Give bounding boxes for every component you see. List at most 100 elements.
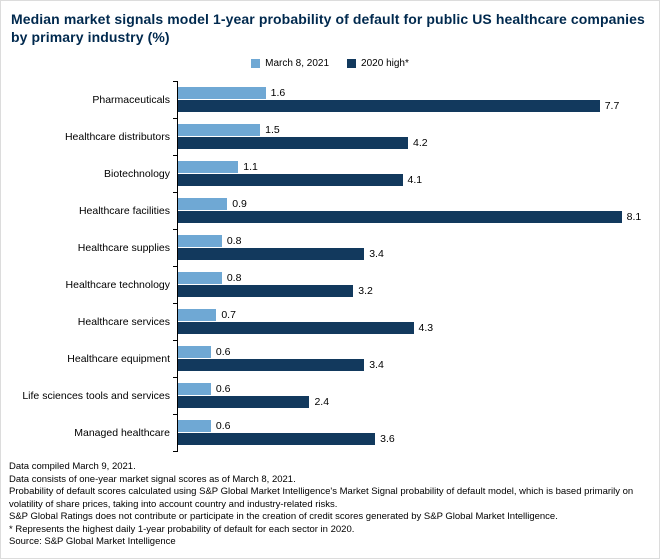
bar-row: Healthcare facilities 0.9 8.1 bbox=[7, 192, 649, 230]
bar-march-2021 bbox=[178, 197, 228, 210]
bar-chart: Pharmaceuticals 1.6 7.7 Healthcare distribu… bbox=[1, 81, 659, 452]
bar-row: Managed healthcare 0.6 3.6 bbox=[7, 414, 649, 452]
bar-line: 8.1 bbox=[178, 210, 649, 223]
bar-march-2021 bbox=[178, 234, 222, 247]
value-label: 4.2 bbox=[413, 136, 428, 149]
value-label: 0.6 bbox=[215, 345, 231, 358]
bar-line: 0.9 bbox=[178, 197, 649, 210]
category-label: Healthcare facilities bbox=[78, 204, 170, 217]
value-label: 8.1 bbox=[626, 210, 642, 223]
bar-line: 0.8 bbox=[178, 234, 649, 247]
category-label: Healthcare distributors bbox=[64, 130, 170, 143]
bar-2020-high bbox=[178, 247, 365, 260]
legend-label: 2020 high* bbox=[361, 58, 409, 69]
legend-swatch bbox=[251, 59, 261, 68]
bar-line: 3.4 bbox=[178, 247, 649, 260]
bar-march-2021 bbox=[178, 419, 211, 432]
category-label: Pharmaceuticals bbox=[92, 93, 170, 106]
bar-row: Healthcare supplies 0.8 3.4 bbox=[7, 229, 649, 267]
bar-row: Life sciences tools and services 0.6 2.4 bbox=[7, 377, 649, 415]
bar-group: 1.5 4.2 bbox=[173, 118, 649, 156]
value-label: 7.7 bbox=[604, 99, 620, 112]
bar-group: 0.8 3.4 bbox=[173, 229, 649, 267]
value-label: 0.6 bbox=[215, 419, 231, 432]
bar-line: 0.6 bbox=[178, 419, 649, 432]
bar-line: 3.6 bbox=[178, 432, 649, 445]
category-label: Healthcare equipment bbox=[67, 352, 170, 365]
value-label: 2.4 bbox=[314, 395, 330, 408]
bar-2020-high bbox=[178, 395, 310, 408]
bar-2020-high bbox=[178, 284, 354, 297]
bar-line: 0.6 bbox=[178, 345, 649, 358]
bar-row: Healthcare distributors 1.5 4.2 bbox=[7, 118, 649, 156]
footnote: * Represents the highest daily 1-year pr… bbox=[9, 523, 355, 535]
bar-march-2021 bbox=[178, 382, 211, 395]
footnote: Data compiled March 9, 2021. bbox=[9, 461, 136, 472]
bar-group: 1.6 7.7 bbox=[173, 81, 649, 119]
bar-row: Healthcare services 0.7 4.3 bbox=[7, 303, 649, 341]
legend-item: March 8, 2021 bbox=[251, 58, 329, 69]
legend-swatch bbox=[347, 59, 357, 68]
bar-march-2021 bbox=[178, 86, 266, 99]
category-label: Managed healthcare bbox=[74, 426, 170, 439]
bar-row: Pharmaceuticals 1.6 7.7 bbox=[7, 81, 649, 119]
bar-line: 0.8 bbox=[178, 271, 649, 284]
category-label: Biotechnology bbox=[104, 167, 170, 180]
bar-march-2021 bbox=[178, 123, 261, 136]
bar-line: 2.4 bbox=[178, 395, 649, 408]
bar-2020-high bbox=[178, 358, 365, 371]
bar-2020-high bbox=[178, 432, 376, 445]
bar-rows: Pharmaceuticals 1.6 7.7 Healthcare distribu… bbox=[7, 81, 649, 452]
category-label: Healthcare services bbox=[77, 315, 170, 328]
value-label: 0.7 bbox=[221, 308, 236, 321]
bar-line: 0.7 bbox=[178, 308, 649, 321]
bar-march-2021 bbox=[178, 308, 217, 321]
bar-group: 0.8 3.2 bbox=[173, 266, 649, 304]
bar-line: 1.6 bbox=[178, 86, 649, 99]
value-label: 1.5 bbox=[265, 123, 280, 136]
bar-line: 3.4 bbox=[178, 358, 649, 371]
bar-group: 0.6 3.6 bbox=[173, 414, 649, 452]
value-label: 0.9 bbox=[232, 197, 247, 210]
bar-line: 1.5 bbox=[178, 123, 649, 136]
value-label: 0.6 bbox=[215, 382, 231, 395]
value-label: 0.8 bbox=[226, 271, 242, 284]
bar-line: 4.2 bbox=[178, 136, 649, 149]
value-label: 3.4 bbox=[369, 247, 384, 260]
chart-title: Median market signals model 1-year proba… bbox=[11, 11, 645, 45]
footnotes: Data compiled March 9, 2021. Data consist… bbox=[1, 451, 659, 549]
bar-line: 1.1 bbox=[178, 160, 649, 173]
bar-march-2021 bbox=[178, 160, 239, 173]
bar-2020-high bbox=[178, 321, 414, 334]
category-label: Healthcare technology bbox=[65, 278, 170, 291]
bar-line: 3.2 bbox=[178, 284, 649, 297]
value-label: 1.6 bbox=[270, 86, 286, 99]
bar-group: 1.1 4.1 bbox=[173, 155, 649, 193]
value-label: 4.3 bbox=[418, 321, 434, 334]
value-label: 3.4 bbox=[369, 358, 384, 371]
bar-line: 4.1 bbox=[178, 173, 649, 186]
bar-group: 0.7 4.3 bbox=[173, 303, 649, 341]
value-label: 1.1 bbox=[243, 160, 258, 173]
footnote: Probability of default scores calculated… bbox=[9, 486, 634, 510]
bar-group: 0.9 8.1 bbox=[173, 192, 649, 230]
footnote: S&P Global Ratings does not contribute o… bbox=[9, 511, 558, 522]
category-label: Life sciences tools and services bbox=[22, 389, 170, 402]
bar-line: 4.3 bbox=[178, 321, 649, 334]
bar-line: 0.6 bbox=[178, 382, 649, 395]
value-label: 0.8 bbox=[226, 234, 242, 247]
bar-march-2021 bbox=[178, 345, 211, 358]
category-label: Healthcare supplies bbox=[77, 241, 170, 254]
bar-march-2021 bbox=[178, 271, 222, 284]
bar-2020-high bbox=[178, 136, 409, 149]
legend-item: 2020 high* bbox=[347, 58, 409, 69]
legend: March 8, 2021 2020 high* bbox=[1, 58, 659, 69]
legend-label: March 8, 2021 bbox=[265, 58, 330, 69]
bar-group: 0.6 2.4 bbox=[173, 377, 649, 415]
bar-2020-high bbox=[178, 173, 403, 186]
bar-2020-high bbox=[178, 99, 600, 112]
bar-line: 7.7 bbox=[178, 99, 649, 112]
value-label: 3.2 bbox=[358, 284, 373, 297]
bar-row: Biotechnology 1.1 4.1 bbox=[7, 155, 649, 193]
